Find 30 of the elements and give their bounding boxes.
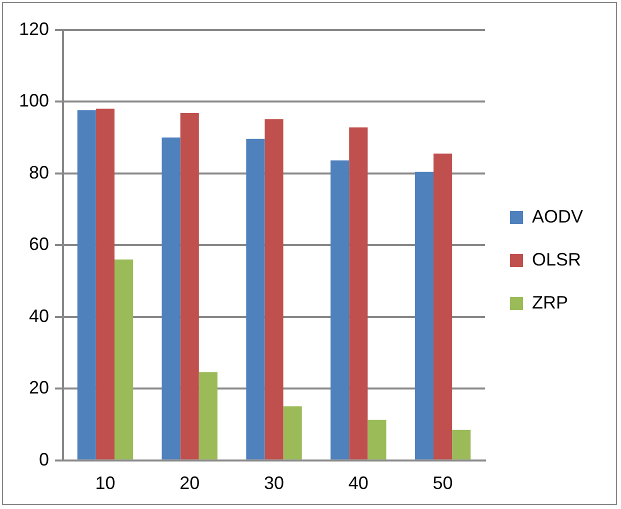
- bar: [264, 119, 284, 460]
- bar: [452, 430, 471, 460]
- y-tick-label: 0: [39, 449, 50, 470]
- bar: [77, 110, 96, 460]
- bar: [414, 172, 434, 460]
- x-tick-label: 40: [348, 473, 368, 494]
- bar: [114, 259, 134, 460]
- legend-label: ZRP: [532, 292, 568, 312]
- y-tick-label: 40: [29, 306, 50, 326]
- y-tick-label: 60: [29, 234, 50, 254]
- bar: [180, 113, 199, 460]
- x-tick-label: 20: [180, 473, 200, 494]
- legend-label: AODV: [532, 206, 584, 226]
- bar: [96, 108, 115, 460]
- bar: [198, 372, 218, 460]
- bar: [330, 160, 350, 460]
- bar: [246, 138, 265, 460]
- x-tick-label: 10: [95, 473, 116, 494]
- bar: [162, 137, 180, 460]
- bar: [283, 406, 302, 460]
- x-tick-label: 30: [264, 473, 284, 494]
- y-tick-label: 120: [18, 18, 50, 39]
- bar: [368, 420, 386, 460]
- y-tick-label: 100: [18, 90, 50, 111]
- bar: [349, 127, 368, 460]
- y-tick-label: 80: [29, 162, 50, 182]
- legend-label: OLSR: [532, 249, 582, 270]
- bar: [434, 154, 452, 460]
- x-tick-label: 50: [432, 473, 453, 494]
- y-tick-label: 20: [29, 378, 50, 398]
